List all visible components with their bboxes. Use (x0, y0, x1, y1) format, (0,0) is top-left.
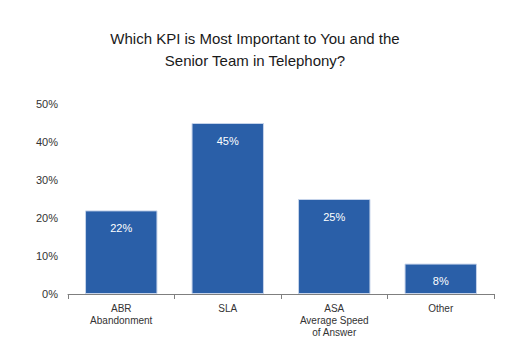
svg-text:30%: 30% (36, 174, 58, 186)
svg-text:Average Speed: Average Speed (300, 315, 369, 326)
svg-text:of Answer: of Answer (312, 327, 357, 338)
svg-text:Which KPI is Most Important to: Which KPI is Most Important to You and t… (110, 30, 399, 47)
svg-text:Senior Team in Telephony?: Senior Team in Telephony? (165, 52, 345, 69)
svg-text:50%: 50% (36, 98, 58, 110)
svg-text:Other: Other (428, 303, 454, 314)
svg-text:0%: 0% (42, 288, 58, 300)
svg-text:8%: 8% (433, 275, 449, 287)
svg-text:ABR: ABR (111, 303, 132, 314)
svg-text:45%: 45% (217, 135, 239, 147)
svg-text:25%: 25% (323, 211, 345, 223)
svg-text:40%: 40% (36, 136, 58, 148)
svg-text:Abandonment: Abandonment (90, 315, 152, 326)
svg-text:20%: 20% (36, 212, 58, 224)
svg-text:22%: 22% (110, 222, 132, 234)
svg-text:ASA: ASA (324, 303, 344, 314)
svg-text:SLA: SLA (218, 303, 237, 314)
svg-text:10%: 10% (36, 250, 58, 262)
